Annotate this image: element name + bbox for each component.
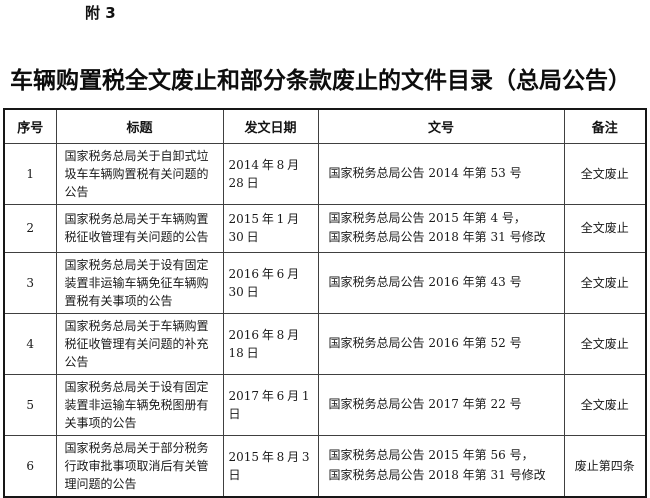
doc-no-line: 国家税务总局公告 2018 年第 31 号修改 (328, 467, 546, 482)
cell-title: 国家税务总局关于自卸式垃圾车车辆购置税有关问题的公告 (55, 142, 224, 205)
doc-no-line: 国家税务总局公告 2016 年第 43 号 (328, 274, 522, 289)
table-row: 3 国家税务总局关于设有固定装置非运输车辆免征车辆购置税有关事项的公告 2016… (3, 251, 647, 314)
cell-doc-no: 国家税务总局公告 2015 年第 56 号， 国家税务总局公告 2018 年第 … (317, 434, 565, 497)
table-row: 2 国家税务总局关于车辆购置税征收管理有关问题的公告 2015 年 1 月 30… (3, 203, 647, 253)
document-table: 序号 标题 发文日期 文号 备注 1 国家税务总局关于自卸式垃圾车车辆购置税有关… (3, 108, 647, 498)
cell-date: 2015 年 8 月 3 日 (222, 434, 319, 497)
doc-no-line: 国家税务总局公告 2016 年第 52 号 (328, 335, 522, 350)
cell-no: 5 (3, 373, 57, 436)
cell-no: 1 (3, 142, 57, 205)
cell-no: 3 (3, 251, 57, 314)
cell-remark: 全文废止 (563, 312, 647, 375)
cell-title: 国家税务总局关于部分税务行政审批事项取消后有关管理问题的公告 (55, 434, 224, 497)
doc-no-line: 国家税务总局公告 2017 年第 22 号 (328, 396, 522, 411)
header-cell-doc-no: 文号 (317, 108, 565, 144)
cell-remark: 废止第四条 (563, 434, 647, 497)
header-cell-remark: 备注 (563, 108, 647, 144)
table-row: 1 国家税务总局关于自卸式垃圾车车辆购置税有关问题的公告 2014 年 8 月 … (3, 142, 647, 205)
cell-remark: 全文废止 (563, 142, 647, 205)
cell-date: 2016 年 6 月 30 日 (222, 251, 319, 314)
cell-date: 2016 年 8 月 18 日 (222, 312, 319, 375)
cell-no: 6 (3, 434, 57, 497)
doc-no-line: 国家税务总局公告 2015 年第 56 号， (328, 448, 534, 463)
table-header-row: 序号 标题 发文日期 文号 备注 (3, 108, 647, 144)
scanned-document-page: { "page": { "attachment_label": "附 3", "… (3, 4, 647, 498)
header-cell-date: 发文日期 (222, 108, 319, 144)
cell-remark: 全文废止 (563, 203, 647, 253)
cell-doc-no: 国家税务总局公告 2016 年第 43 号 (317, 251, 565, 314)
cell-remark: 全文废止 (563, 373, 647, 436)
cell-title: 国家税务总局关于车辆购置税征收管理有关问题的公告 (55, 203, 224, 253)
cell-doc-no: 国家税务总局公告 2017 年第 22 号 (317, 373, 565, 436)
cell-title: 国家税务总局关于设有固定装置非运输车辆免征车辆购置税有关事项的公告 (55, 251, 224, 314)
table-row: 5 国家税务总局关于设有固定装置非运输车辆免税图册有关事项的公告 2017 年 … (3, 373, 647, 436)
cell-no: 4 (3, 312, 57, 375)
cell-doc-no: 国家税务总局公告 2016 年第 52 号 (317, 312, 565, 375)
cell-doc-no: 国家税务总局公告 2015 年第 4 号， 国家税务总局公告 2018 年第 3… (317, 203, 565, 253)
cell-date: 2017 年 6 月 1 日 (222, 373, 319, 436)
header-cell-title: 标题 (55, 108, 224, 144)
cell-no: 2 (3, 203, 57, 253)
cell-remark: 全文废止 (563, 251, 647, 314)
doc-no-line: 国家税务总局公告 2015 年第 4 号， (328, 210, 526, 225)
table-row: 4 国家税务总局关于车辆购置税征收管理有关问题的补充公告 2016 年 8 月 … (3, 312, 647, 375)
cell-doc-no: 国家税务总局公告 2014 年第 53 号 (317, 142, 565, 205)
cell-date: 2014 年 8 月 28 日 (222, 142, 319, 205)
doc-no-line: 国家税务总局公告 2018 年第 31 号修改 (328, 230, 546, 244)
table-row: 6 国家税务总局关于部分税务行政审批事项取消后有关管理问题的公告 2015 年 … (3, 434, 647, 497)
doc-no-line: 国家税务总局公告 2014 年第 53 号 (328, 165, 522, 180)
cell-title: 国家税务总局关于设有固定装置非运输车辆免税图册有关事项的公告 (55, 373, 224, 436)
page-title: 车辆购置税全文废止和部分条款废止的文件目录（总局公告） (10, 68, 631, 94)
cell-date: 2015 年 1 月 30 日 (222, 203, 319, 253)
header-cell-no: 序号 (3, 108, 57, 144)
cell-title: 国家税务总局关于车辆购置税征收管理有关问题的补充公告 (55, 312, 224, 375)
attachment-label: 附 3 (85, 4, 116, 22)
